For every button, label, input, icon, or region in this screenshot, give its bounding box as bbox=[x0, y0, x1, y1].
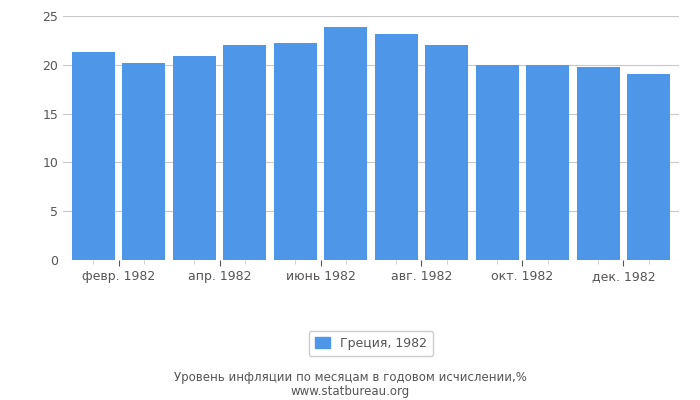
Text: Уровень инфляции по месяцам в годовом исчислении,%: Уровень инфляции по месяцам в годовом ис… bbox=[174, 372, 526, 384]
Bar bbox=[324, 27, 368, 260]
Bar bbox=[173, 56, 216, 260]
Bar bbox=[223, 45, 266, 260]
Bar bbox=[627, 74, 670, 260]
Bar bbox=[577, 67, 620, 260]
Bar bbox=[72, 52, 115, 260]
Bar bbox=[122, 63, 165, 260]
Legend: Греция, 1982: Греция, 1982 bbox=[309, 331, 433, 356]
Bar bbox=[274, 43, 316, 260]
Bar bbox=[426, 45, 468, 260]
Bar bbox=[476, 65, 519, 260]
Bar bbox=[374, 34, 418, 260]
Bar bbox=[526, 65, 569, 260]
Text: www.statbureau.org: www.statbureau.org bbox=[290, 385, 410, 398]
